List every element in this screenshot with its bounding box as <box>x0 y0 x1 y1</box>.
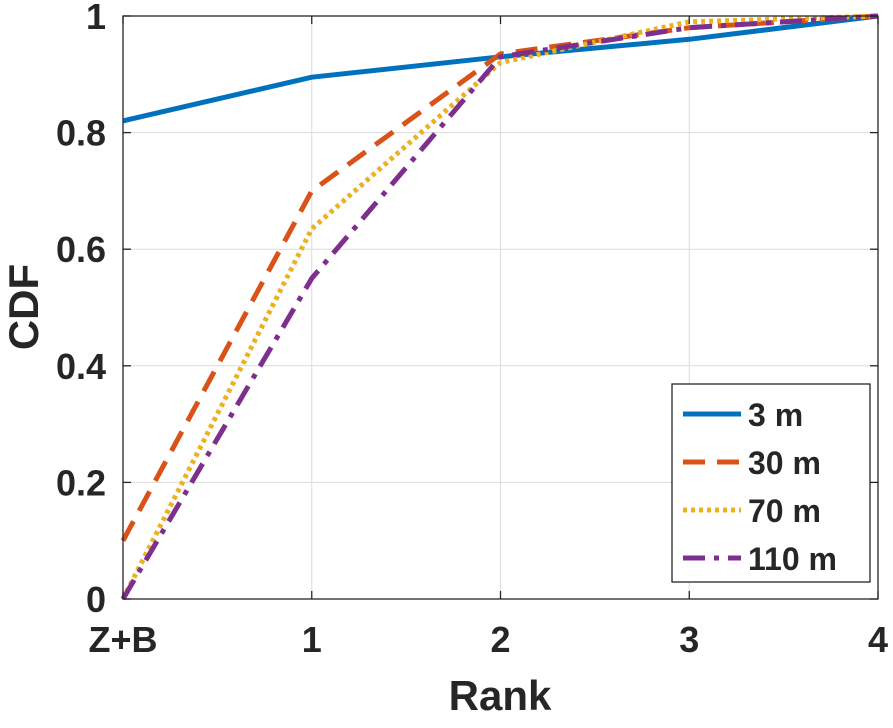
x-tick-label: 2 <box>490 619 510 660</box>
series-line-110-m <box>120 13 879 601</box>
y-tick-label: 0.4 <box>56 346 106 387</box>
y-tick-label: 1 <box>86 0 106 37</box>
legend-label: 30 m <box>748 445 821 481</box>
legend-label: 3 m <box>748 397 803 433</box>
x-tick-label: 4 <box>868 619 888 660</box>
axis-ticks <box>122 15 879 600</box>
series-line-70-m <box>120 13 879 601</box>
legend-label: 110 m <box>748 541 837 577</box>
legend-items: 3 m 30 m 70 m 110 m <box>683 397 837 577</box>
legend-label: 70 m <box>748 493 821 529</box>
y-tick-label: 0.2 <box>56 462 106 503</box>
y-tick-label: 0 <box>86 579 106 620</box>
legend-box <box>671 383 871 583</box>
series-lines <box>120 13 879 601</box>
y-tick-label: 0.6 <box>56 229 106 270</box>
y-tick-label: 0.8 <box>56 113 106 154</box>
x-axis-title: Rank <box>449 672 552 719</box>
x-tick-labels: Z+B 1 2 3 4 <box>88 619 888 660</box>
x-tick-label: Z+B <box>88 619 157 660</box>
legend: 3 m 30 m 70 m 110 m <box>671 383 871 583</box>
y-axis-title: CDF <box>0 264 47 350</box>
x-tick-label: 1 <box>302 619 322 660</box>
y-tick-labels: 0 0.2 0.4 0.6 0.8 1 <box>56 0 106 620</box>
x-tick-label: 3 <box>679 619 699 660</box>
